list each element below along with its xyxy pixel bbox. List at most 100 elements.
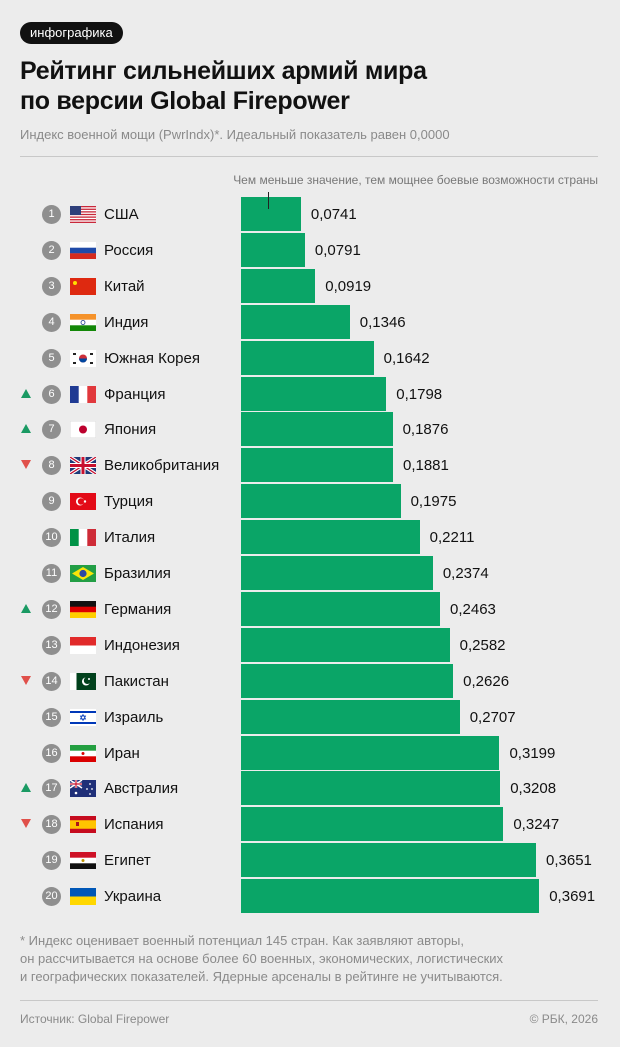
chart-row: 17 Австралия 0,3208 [0, 771, 620, 806]
value-label: 0,1881 [402, 457, 449, 475]
rank-badge: 9 [42, 492, 61, 512]
country-name: Израиль [104, 708, 164, 726]
country-name: Китай [104, 277, 145, 295]
rank-badge: 1 [42, 205, 61, 224]
chart-row: 15 Израиль 0,2707 [0, 699, 620, 734]
chart-row: 13 Индонезия 0,2582 [0, 627, 620, 662]
category-tag: инфографика [20, 22, 123, 44]
source: Источник: Global Firepower [20, 1012, 170, 1026]
country-name: Индия [104, 313, 149, 331]
chart-row: 16 Иран 0,3199 [0, 735, 620, 770]
bar [241, 735, 500, 770]
value-label: 0,2463 [450, 600, 496, 618]
value-label: 0,1975 [410, 493, 457, 511]
chart-row: 3 Китай 0,0919 [0, 268, 620, 303]
country-name: Южная Корея [104, 349, 200, 367]
flag-in-icon [70, 313, 96, 331]
value-label: 0,2626 [463, 672, 510, 690]
flag-ir-icon [70, 744, 96, 762]
rank-badge: 15 [42, 707, 61, 727]
country-name: Австралия [104, 780, 179, 798]
rank-badge: 17 [42, 779, 61, 799]
rank-badge: 14 [42, 671, 61, 691]
country-name: Франция [104, 385, 166, 403]
rank-up-arrow-icon [21, 388, 31, 398]
value-label: 0,2707 [469, 708, 516, 726]
country-name: Германия [104, 600, 172, 618]
chart-row: 9 Турция 0,1975 [0, 484, 620, 519]
rank-down-arrow-icon [21, 675, 31, 685]
value-label: 0,2582 [459, 636, 506, 654]
bar [241, 197, 301, 231]
value-label: 0,1798 [396, 385, 443, 403]
divider-bottom [20, 1000, 598, 1001]
footnote-line: он рассчитывается на основе более 60 вое… [20, 951, 504, 966]
chart-row: 12 Германия 0,2463 [0, 591, 620, 626]
rank-down-arrow-icon [21, 460, 31, 470]
value-label: 0,3199 [509, 744, 556, 762]
flag-id-icon [70, 636, 96, 654]
value-label: 0,1876 [402, 421, 449, 439]
bar [241, 699, 460, 734]
rank-badge: 19 [42, 851, 61, 871]
flag-il-icon [70, 708, 96, 726]
bar [241, 520, 420, 555]
country-name: США [104, 206, 139, 223]
chart-row: 19 Египет 0,3651 [0, 843, 620, 878]
rank-up-arrow-icon [21, 603, 31, 613]
title-line-1: Рейтинг сильнейших армий мира [20, 57, 427, 85]
value-label: 0,1642 [383, 349, 430, 367]
bar [241, 879, 540, 914]
country-name: Япония [104, 421, 157, 439]
country-name: Испания [104, 816, 164, 834]
chart-row: 4 Индия 0,1346 [0, 304, 620, 339]
rank-badge: 5 [42, 348, 61, 368]
value-label: 0,3651 [546, 852, 592, 870]
flag-au-icon [70, 780, 96, 798]
flag-gb-icon [70, 457, 96, 475]
bar [241, 771, 501, 806]
country-name: Пакистан [104, 672, 169, 690]
value-label: 0,0791 [314, 241, 361, 259]
country-name: Иран [104, 744, 140, 762]
rank-badge: 18 [42, 815, 61, 835]
rank-badge: 3 [42, 276, 61, 296]
rank-up-arrow-icon [21, 783, 31, 793]
chart-row: 1 США 0,0741 [0, 197, 620, 231]
note-pointer-tick [268, 192, 269, 209]
value-label: 0,0741 [310, 206, 357, 223]
divider-top [20, 156, 598, 157]
bar [241, 304, 350, 339]
chart-row: 20 Украина 0,3691 [0, 879, 620, 914]
flag-br-icon [70, 565, 96, 582]
bar [241, 268, 316, 303]
rank-badge: 11 [42, 564, 61, 583]
chart-row: 10 Италия 0,2211 [0, 520, 620, 555]
bar [241, 448, 393, 483]
chart-row: 8 Великобритания 0,1881 [0, 448, 620, 483]
country-name: Турция [104, 493, 154, 511]
bar [241, 484, 401, 519]
rank-badge: 4 [42, 312, 61, 332]
bar [241, 556, 433, 590]
footnote: * Индекс оценивает военный потенциал 145… [20, 932, 610, 986]
flag-pk-icon [70, 672, 96, 690]
value-label: 0,3247 [513, 816, 560, 834]
bar [241, 340, 374, 375]
chart-note: Чем меньше значение, тем мощнее боевые в… [233, 173, 598, 187]
bar [241, 663, 454, 698]
footnote-line: и географических показателей. Ядерные ар… [20, 969, 503, 984]
rank-badge: 16 [42, 743, 61, 763]
flag-eg-icon [70, 852, 96, 870]
rank-badge: 13 [42, 635, 61, 655]
flag-ru-icon [70, 241, 96, 259]
rank-badge: 20 [42, 887, 61, 907]
rank-badge: 12 [42, 599, 61, 619]
chart-row: 5 Южная Корея 0,1642 [0, 340, 620, 375]
copyright: © РБК, 2026 [529, 1012, 598, 1026]
value-label: 0,2374 [442, 565, 489, 582]
bar [241, 232, 305, 267]
rank-down-arrow-icon [21, 819, 31, 829]
title-line-2: по версии Global Firepower [20, 87, 350, 115]
footnote-line: * Индекс оценивает военный потенциал 145… [20, 933, 464, 948]
